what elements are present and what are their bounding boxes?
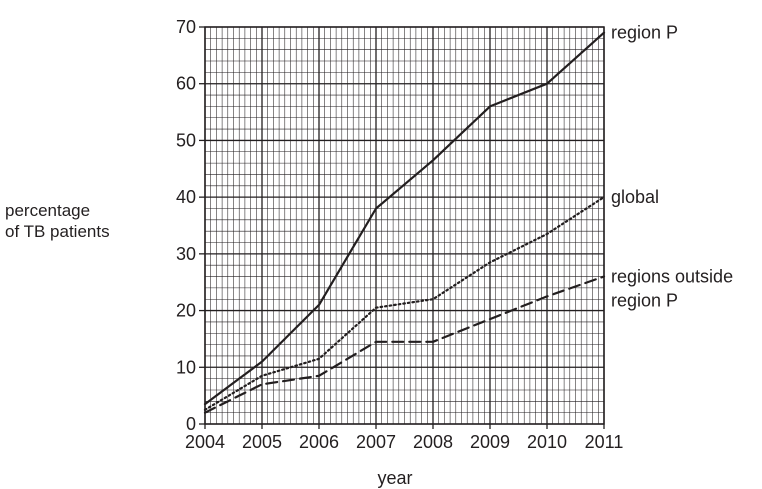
series-line-region-p [203,31,606,406]
y-tick-label: 10 [176,357,196,377]
y-axis-label-line-2: of TB patients [5,222,110,241]
y-axis-label: percentage of TB patients [5,200,110,242]
x-tick-label: 2004 [185,432,225,452]
plot-frame [204,26,605,425]
y-tick-label: 70 [176,17,196,37]
y-axis-label-line-1: percentage [5,201,91,220]
x-tick-label: 2009 [470,432,510,452]
y-tick-label: 20 [176,301,196,321]
x-tick-label: 2006 [299,432,339,452]
x-tick-label: 2008 [413,432,453,452]
x-axis-tick-labels: 2004 2005 2006 2007 2008 2009 2010 2011 [185,432,623,452]
series-labels: region P global regions outside region P [611,23,733,311]
series-line-regions-outside [203,275,606,414]
y-tick-label: 30 [176,244,196,264]
y-tick-label: 0 [186,414,196,434]
y-tick-label: 40 [176,187,196,207]
y-axis-tick-labels: 0 10 20 30 40 50 60 70 [176,17,196,434]
x-tick-label: 2007 [356,432,396,452]
series-lines [203,31,606,414]
series-label-regions-outside: regions outside region P [611,267,733,311]
series-line-global [203,196,606,411]
major-gridlines [199,26,605,429]
x-tick-label: 2005 [242,432,282,452]
series-label-region-p: region P [611,23,678,43]
y-tick-label: 60 [176,74,196,94]
minor-gridlines [205,27,604,424]
x-tick-label: 2011 [585,432,624,452]
y-tick-label: 50 [176,130,196,150]
x-tick-label: 2010 [527,432,567,452]
series-label-global: global [611,187,659,207]
x-axis-label: year [377,468,413,488]
